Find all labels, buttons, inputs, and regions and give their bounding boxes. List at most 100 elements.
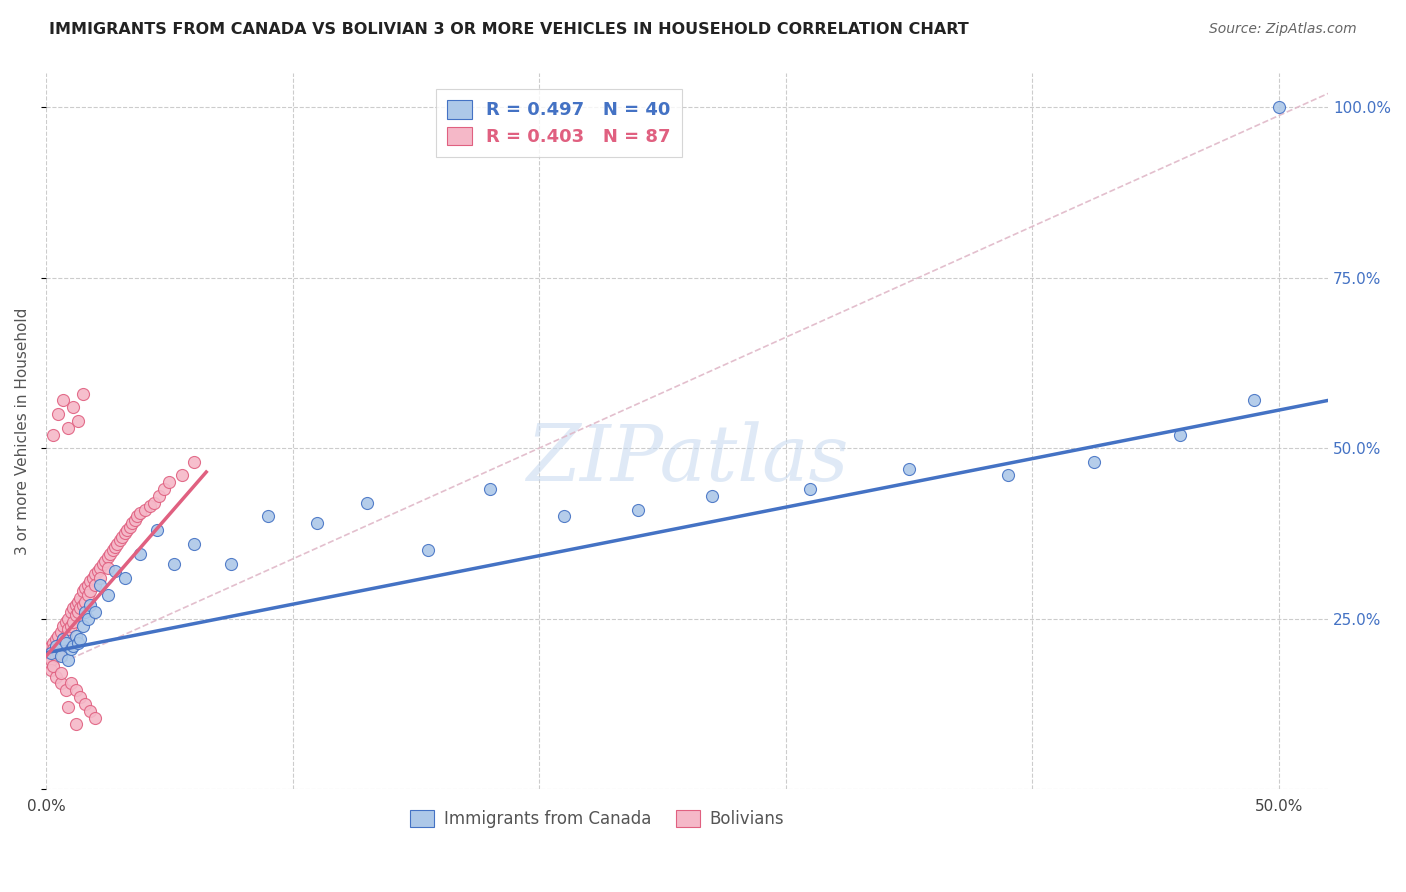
Point [42, 427, 65, 442]
Point [418, 543, 440, 558]
Point [97, 550, 120, 565]
Point [553, 509, 575, 524]
Text: ZIPatlas: ZIPatlas [526, 422, 848, 498]
Point [1243, 393, 1265, 408]
Point [128, 506, 150, 520]
Point [66, 414, 89, 428]
Point [55, 615, 77, 629]
Point [146, 523, 169, 537]
Point [55, 635, 77, 649]
Point [69, 690, 91, 705]
Point [107, 536, 129, 550]
Point [79, 584, 101, 599]
Point [89, 577, 111, 591]
Point [39, 639, 62, 653]
Point [79, 574, 101, 589]
Point [42, 635, 65, 649]
Point [65, 717, 87, 731]
Point [89, 560, 111, 574]
Point [46, 646, 69, 660]
Point [39, 646, 62, 660]
Point [114, 526, 136, 541]
Point [104, 564, 127, 578]
Point [49, 635, 72, 649]
Point [89, 571, 111, 585]
Point [45, 639, 67, 653]
Point [79, 704, 101, 718]
Point [59, 605, 82, 619]
Point [52, 618, 75, 632]
Point [62, 601, 84, 615]
Point [356, 496, 378, 510]
Legend: Immigrants from Canada, Bolivians: Immigrants from Canada, Bolivians [404, 803, 790, 835]
Point [478, 482, 501, 496]
Point [72, 386, 94, 401]
Point [56, 622, 79, 636]
Point [39, 663, 62, 677]
Point [69, 601, 91, 615]
Point [72, 618, 94, 632]
Point [55, 683, 77, 698]
Point [65, 683, 87, 698]
Point [98, 547, 121, 561]
Point [55, 629, 77, 643]
Point [42, 642, 65, 657]
Point [37, 649, 59, 664]
Point [627, 502, 650, 516]
Point [62, 615, 84, 629]
Point [799, 482, 821, 496]
Point [75, 605, 97, 619]
Point [219, 557, 242, 571]
Point [97, 560, 120, 574]
Point [56, 612, 79, 626]
Point [45, 649, 67, 664]
Point [84, 567, 107, 582]
Point [56, 700, 79, 714]
Point [66, 635, 89, 649]
Point [45, 632, 67, 647]
Point [62, 639, 84, 653]
Point [997, 468, 1019, 483]
Point [75, 697, 97, 711]
Point [1268, 100, 1291, 114]
Point [128, 547, 150, 561]
Point [59, 618, 82, 632]
Point [84, 710, 107, 724]
Text: Source: ZipAtlas.com: Source: ZipAtlas.com [1209, 22, 1357, 37]
Point [62, 401, 84, 415]
Point [124, 513, 146, 527]
Point [45, 670, 67, 684]
Point [170, 468, 193, 483]
Point [49, 676, 72, 690]
Point [114, 571, 136, 585]
Point [138, 499, 160, 513]
Point [65, 598, 87, 612]
Point [897, 461, 920, 475]
Point [52, 632, 75, 647]
Point [153, 482, 176, 496]
Point [52, 632, 75, 647]
Point [72, 584, 94, 599]
Point [84, 577, 107, 591]
Point [39, 652, 62, 666]
Point [101, 543, 124, 558]
Point [52, 393, 75, 408]
Point [183, 536, 205, 550]
Point [72, 598, 94, 612]
Point [77, 588, 100, 602]
Point [148, 489, 170, 503]
Point [59, 642, 82, 657]
Point [66, 605, 89, 619]
Point [94, 554, 117, 568]
Point [104, 540, 127, 554]
Point [97, 588, 120, 602]
Point [49, 666, 72, 681]
Point [257, 509, 280, 524]
Point [56, 420, 79, 434]
Point [49, 625, 72, 640]
Point [84, 605, 107, 619]
Point [108, 533, 131, 548]
Point [118, 519, 141, 533]
Point [69, 632, 91, 647]
Point [121, 516, 143, 531]
